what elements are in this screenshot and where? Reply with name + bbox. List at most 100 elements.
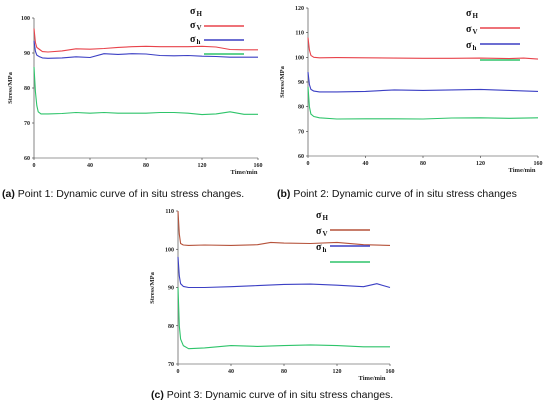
series-line-sigma-h xyxy=(33,66,258,116)
x-tick-label: 120 xyxy=(476,161,485,167)
y-ticks: 70 80 90 100 110 xyxy=(165,209,178,368)
x-tick-label: 40 xyxy=(363,161,369,167)
series-lines xyxy=(307,37,539,120)
y-ticks: 60 70 80 90 100 xyxy=(21,16,34,162)
plot-area: 60 70 80 90 100 0 40 80 120 160 xyxy=(21,16,263,169)
x-tick-label: 80 xyxy=(143,163,149,169)
x-tick-label: 0 xyxy=(33,163,36,169)
series-lines xyxy=(33,28,258,116)
series-line-sigma-h xyxy=(177,287,390,350)
legend: σ Hσ Vσ h xyxy=(316,210,370,263)
legend-label: σ xyxy=(316,226,322,237)
x-ticks: 0 40 80 120 160 xyxy=(307,156,543,167)
caption-b-text: Point 2: Dynamic curve of in situ stress… xyxy=(293,188,517,200)
series-line-sigma-v xyxy=(177,256,391,289)
x-tick-label: 80 xyxy=(420,161,426,167)
plot-area: 60 70 80 90 100 110 120 0 40 80 120 160 xyxy=(295,6,543,167)
x-ticks: 0 40 80 120 160 xyxy=(177,364,395,375)
y-tick-label: 100 xyxy=(21,16,30,22)
legend-label-subscript: H xyxy=(323,214,329,222)
caption-a-text: Point 1: Dynamic curve of in situ stress… xyxy=(17,188,245,200)
x-tick-label: 120 xyxy=(198,163,207,169)
x-tick-label: 80 xyxy=(281,369,287,375)
caption-b-label: (b) xyxy=(277,188,291,200)
x-tick-label: 40 xyxy=(228,369,234,375)
series-line-sigma-v xyxy=(307,72,539,93)
series-lines xyxy=(177,210,391,350)
legend-label: σ xyxy=(190,6,196,17)
x-tick-label: 40 xyxy=(87,163,93,169)
caption-a: (a) Point 1: Dynamic curve of in situ st… xyxy=(2,188,244,200)
y-tick-label: 80 xyxy=(298,105,304,111)
legend-label: σ xyxy=(316,210,322,221)
x-tick-label: 160 xyxy=(254,163,263,169)
legend: σ Hσ Vσ h xyxy=(190,6,244,55)
chart-panel-a: 60 70 80 90 100 0 40 80 120 160 Stress/MPa Time/… xyxy=(7,6,263,176)
legend-label-subscript: V xyxy=(473,28,478,36)
x-ticks: 0 40 80 120 160 xyxy=(33,158,263,169)
series-line-sigma-h xyxy=(307,37,539,60)
y-tick-label: 80 xyxy=(168,324,174,330)
y-tick-label: 100 xyxy=(295,55,304,61)
caption-b: (b) Point 2: Dynamic curve of in situ st… xyxy=(277,188,517,200)
x-axis-title: Time/min xyxy=(509,167,536,174)
legend: σ Hσ Vσ h xyxy=(466,8,520,61)
y-tick-label: 70 xyxy=(298,129,304,135)
y-tick-label: 90 xyxy=(298,80,304,86)
y-tick-label: 100 xyxy=(165,247,174,253)
legend-label-subscript: h xyxy=(197,38,201,46)
y-axis-title: Stress/MPa xyxy=(279,65,286,97)
y-tick-label: 60 xyxy=(24,156,30,162)
x-tick-label: 0 xyxy=(307,161,310,167)
y-tick-label: 70 xyxy=(24,121,30,127)
y-tick-label: 110 xyxy=(165,209,174,215)
x-tick-label: 160 xyxy=(386,369,395,375)
legend-label-subscript: V xyxy=(197,24,202,32)
plot-area: 70 80 90 100 110 0 40 80 120 160 xyxy=(165,209,395,375)
y-axis-title: Stress/MPa xyxy=(7,71,14,103)
legend-label-subscript: h xyxy=(473,44,477,52)
legend-label: σ xyxy=(466,24,472,35)
legend-label-subscript: H xyxy=(197,10,203,18)
y-tick-label: 80 xyxy=(24,86,30,92)
series-line-sigma-h xyxy=(33,28,258,53)
series-line-sigma-v xyxy=(33,40,258,59)
chart-panel-c: 70 80 90 100 110 0 40 80 120 160 Stress/MPa Time… xyxy=(149,209,395,382)
legend-label-subscript: H xyxy=(473,12,479,20)
x-tick-label: 160 xyxy=(534,161,543,167)
series-line-sigma-h xyxy=(307,86,539,120)
y-tick-label: 120 xyxy=(295,6,304,12)
y-tick-label: 90 xyxy=(168,286,174,292)
legend-label-subscript: h xyxy=(323,246,327,254)
legend-label: σ xyxy=(466,8,472,19)
legend-label: σ xyxy=(190,34,196,45)
legend-label: σ xyxy=(466,40,472,51)
legend-label-subscript: V xyxy=(323,230,328,238)
y-tick-label: 60 xyxy=(298,154,304,160)
caption-c-text: Point 3: Dynamic curve of in situ stress… xyxy=(166,389,394,401)
x-tick-label: 120 xyxy=(333,369,342,375)
caption-c-label: (c) xyxy=(151,389,164,401)
legend-label: σ xyxy=(190,20,196,31)
caption-a-label: (a) xyxy=(2,188,15,200)
y-ticks: 60 70 80 90 100 110 120 xyxy=(295,6,308,160)
y-axis-title: Stress/MPa xyxy=(149,271,156,303)
x-axis-title: Time/min xyxy=(359,375,386,382)
y-tick-label: 90 xyxy=(24,51,30,57)
y-tick-label: 70 xyxy=(168,362,174,368)
caption-c: (c) Point 3: Dynamic curve of in situ st… xyxy=(151,389,393,401)
x-tick-label: 0 xyxy=(177,369,180,375)
x-axis-title: Time/min xyxy=(231,169,258,176)
chart-panel-b: 60 70 80 90 100 110 120 0 40 80 120 160 Stress/MPa… xyxy=(279,6,543,174)
y-tick-label: 110 xyxy=(295,31,304,37)
series-line-sigma-h xyxy=(177,210,391,246)
